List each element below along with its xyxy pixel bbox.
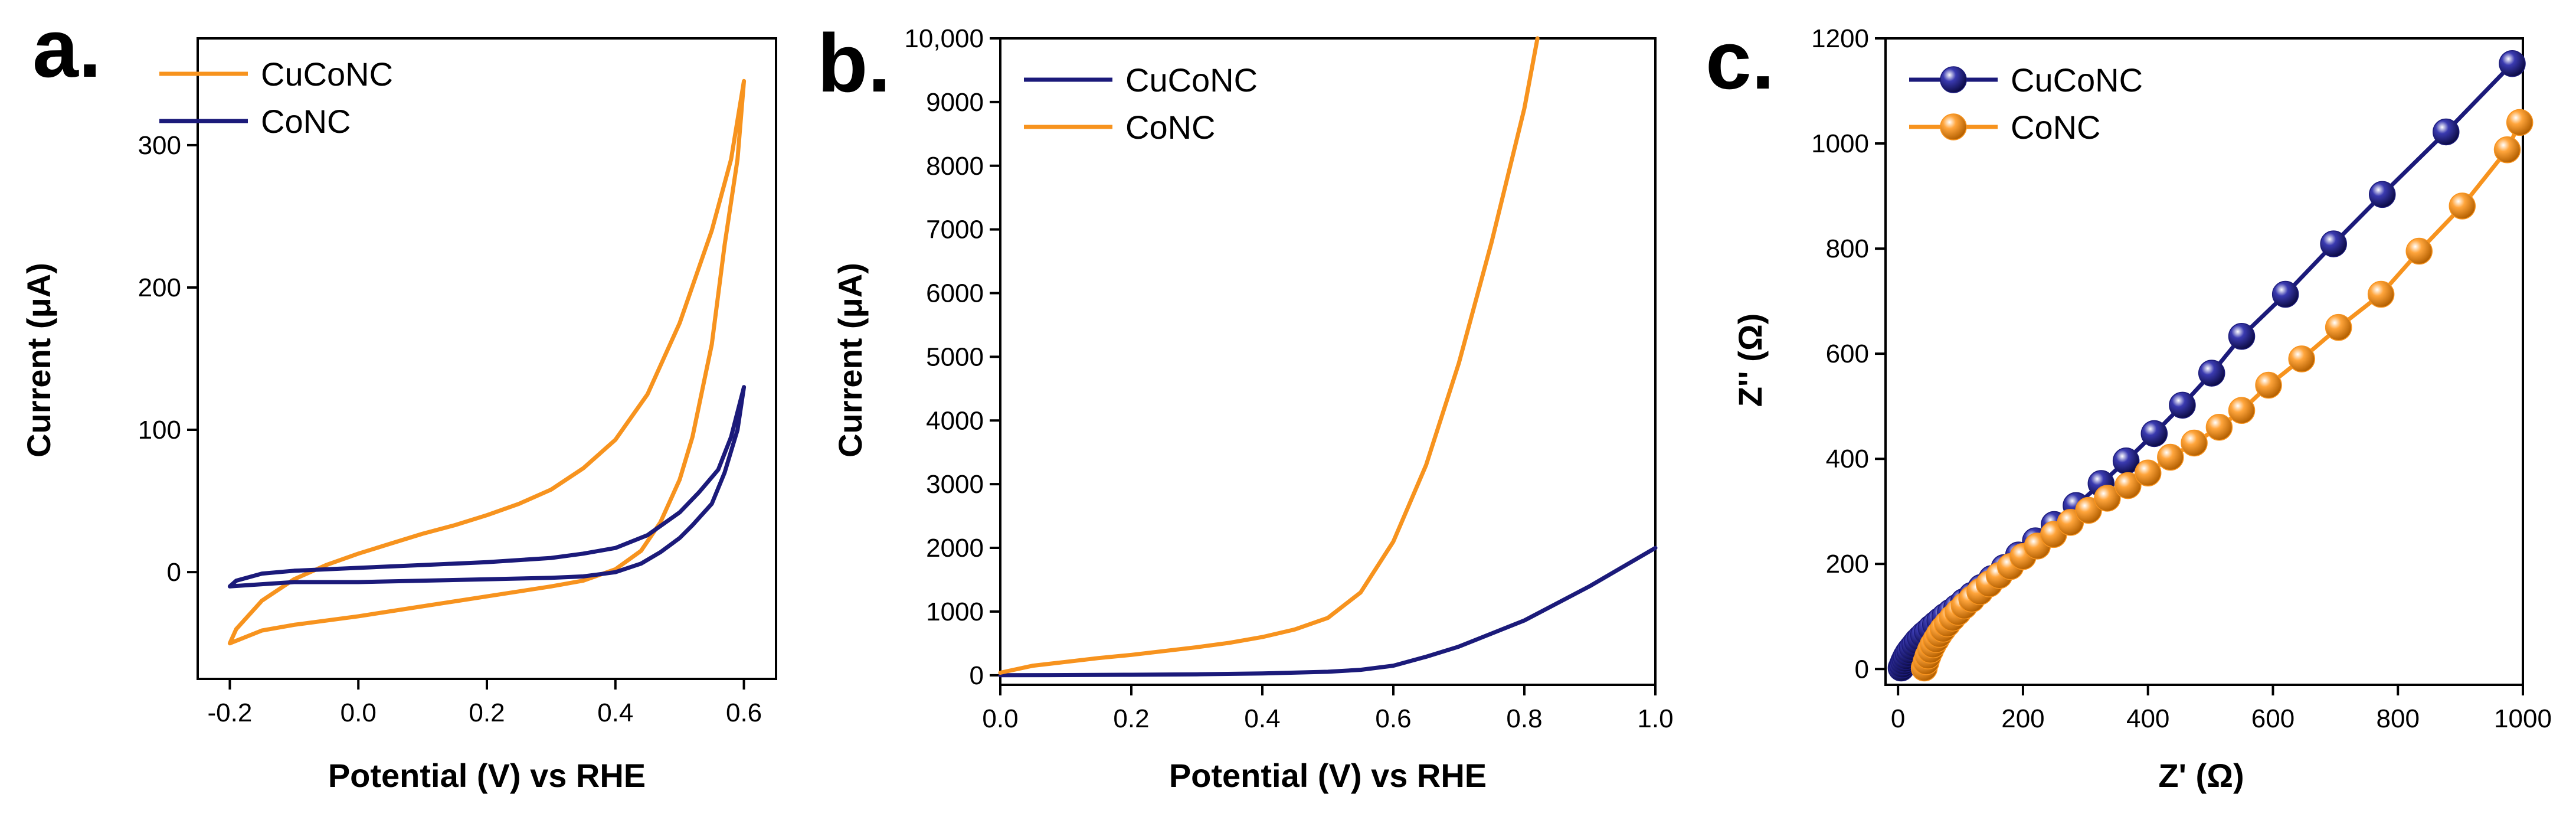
x-tick-label: 1000 [2494, 704, 2552, 733]
x-tick-label: 0 [1891, 704, 1905, 733]
y-tick-label: 4000 [926, 406, 984, 435]
y-tick-label: 6000 [926, 279, 984, 308]
data-point-conc [2255, 371, 2282, 399]
data-point-cuconc [2169, 391, 2196, 419]
data-point-conc [2449, 192, 2476, 220]
data-point-conc [2228, 397, 2256, 424]
y-tick-label: 600 [1826, 339, 1869, 368]
x-tick-label: 0.8 [1506, 704, 1542, 733]
y-tick-label: 100 [138, 416, 181, 445]
x-axis-title: Z' (Ω) [2158, 757, 2244, 794]
legend-marker-conc [1940, 113, 1967, 141]
data-point-cuconc [2271, 280, 2299, 308]
y-tick-label: 800 [1826, 234, 1869, 263]
panel-label: b. [817, 17, 891, 109]
y-tick-label: 3000 [926, 470, 984, 499]
panel-c: 0 200 400 600 800 1000 0 200 400 600 800 1000 1200 Cu… [1706, 14, 2552, 794]
legend-marker-cuconc [1940, 66, 1967, 93]
data-point-cuconc [2433, 118, 2460, 146]
y-tick-label: 9000 [926, 88, 984, 117]
data-point-conc [2115, 472, 2142, 499]
x-tick-label: 600 [2251, 704, 2294, 733]
series-line-conc [227, 385, 747, 589]
data-point-conc [2181, 429, 2208, 457]
legend-label-cuconc: CuCoNC [261, 55, 393, 93]
y-tick-label: 200 [138, 273, 181, 302]
y-axis-title: Current (μA) [20, 263, 57, 458]
data-point-conc [2325, 313, 2352, 341]
legend-label-cuconc: CuCoNC [1125, 61, 1258, 99]
y-tick-label: 0 [1855, 655, 1869, 684]
y-tick-label: 7000 [926, 215, 984, 244]
data-point-conc [2405, 237, 2433, 265]
y-tick-label: 8000 [926, 152, 984, 181]
y-tick-label: 200 [1826, 550, 1869, 579]
x-tick-label: 0.6 [1375, 704, 1411, 733]
data-point-conc [2506, 109, 2534, 136]
data-point-conc [2288, 345, 2315, 373]
y-tick-label: 1000 [926, 597, 984, 626]
x-tick-label: 0.4 [597, 698, 633, 727]
panel-label: a. [32, 2, 102, 94]
data-point-cuconc [2320, 230, 2347, 257]
x-tick-label: 0.4 [1244, 704, 1280, 733]
plot-frame [999, 37, 1657, 686]
series-line-cuconc [998, 545, 1658, 678]
x-tick-label: 1.0 [1637, 704, 1673, 733]
series-line-conc [1922, 120, 2522, 670]
data-point-cuconc [2228, 323, 2256, 350]
x-tick-label: 0.0 [341, 698, 377, 727]
y-axis-title: Z'' (Ω) [1731, 313, 1769, 407]
y-tick-label: 400 [1826, 445, 1869, 473]
y-tick-label: 300 [138, 131, 181, 160]
legend-label-conc: CoNC [2011, 109, 2100, 146]
panel-label: c. [1706, 14, 1775, 106]
legend-label-cuconc: CuCoNC [2011, 61, 2143, 99]
panel-a: -0.2 0.0 0.2 0.4 0.6 0 100 200 300 CuCoNC CoNC a. Po… [20, 2, 777, 794]
x-tick-label: 200 [2001, 704, 2044, 733]
series-line-conc [998, 36, 1540, 675]
y-tick-label: 10,000 [904, 24, 984, 53]
x-tick-label: 0.0 [982, 704, 1018, 733]
x-axis-title: Potential (V) vs RHE [1169, 757, 1487, 794]
data-point-cuconc [2140, 420, 2168, 447]
y-axis-title: Current (μA) [832, 263, 869, 458]
series-line-cuconc [227, 79, 747, 646]
x-tick-label: 0.2 [1113, 704, 1149, 733]
y-tick-label: 1200 [1811, 24, 1869, 53]
y-tick-label: 2000 [926, 534, 984, 563]
data-point-cuconc [2499, 50, 2526, 77]
data-point-conc [2094, 485, 2121, 512]
y-tick-label: 0 [970, 661, 984, 690]
y-tick-label: 1000 [1811, 129, 1869, 158]
x-axis-title: Potential (V) vs RHE [328, 757, 646, 794]
data-point-cuconc [2369, 181, 2396, 208]
y-tick-label: 0 [167, 558, 181, 587]
x-tick-label: -0.2 [208, 698, 253, 727]
x-tick-label: 0.6 [726, 698, 762, 727]
panel-b: 0.0 0.2 0.4 0.6 0.8 1.0 0 1000 2000 3000 4000 5000 6… [817, 17, 1674, 794]
x-tick-label: 800 [2377, 704, 2420, 733]
data-point-conc [2493, 136, 2521, 164]
data-point-conc [2205, 414, 2233, 441]
data-point-conc [2367, 280, 2395, 308]
legend-label-conc: CoNC [261, 103, 351, 140]
y-tick-label: 5000 [926, 342, 984, 371]
plot-frame [1884, 37, 2524, 686]
x-tick-label: 400 [2126, 704, 2169, 733]
data-point-conc [2134, 459, 2162, 486]
legend-label-conc: CoNC [1125, 109, 1215, 146]
x-tick-label: 0.2 [469, 698, 505, 727]
data-point-conc [2157, 443, 2184, 471]
data-point-cuconc [2198, 360, 2225, 387]
